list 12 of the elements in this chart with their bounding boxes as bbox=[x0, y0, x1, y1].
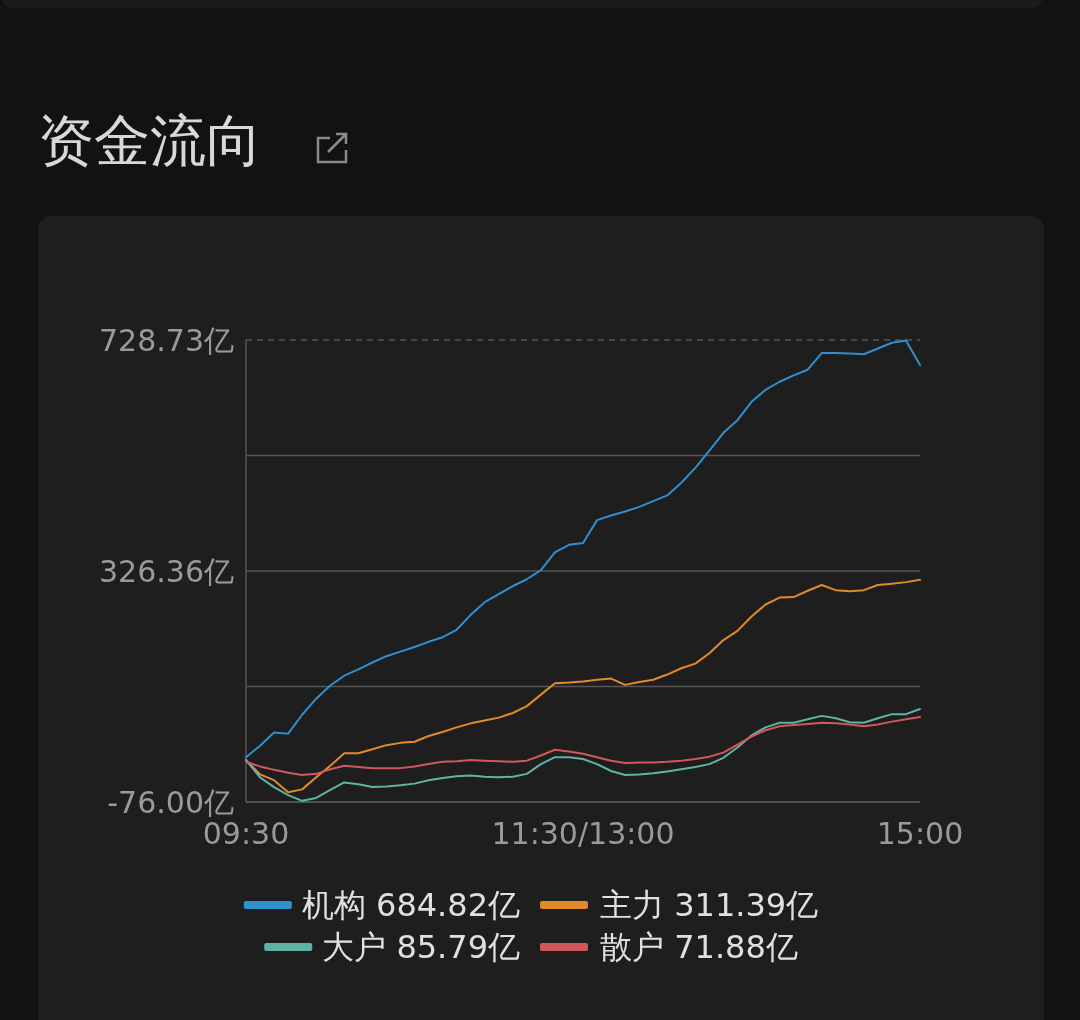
y-tick-label: 326.36亿 bbox=[99, 553, 234, 589]
y-tick-label: 728.73亿 bbox=[99, 322, 234, 358]
x-tick-label: 11:30/13:00 bbox=[491, 816, 675, 851]
line-series bbox=[245, 339, 921, 759]
legend-label: 机构 684.82亿 bbox=[301, 886, 520, 924]
line-series bbox=[245, 716, 921, 777]
chart-title: 资金流向 bbox=[38, 108, 262, 173]
x-tick-label: 15:00 bbox=[876, 816, 964, 851]
legend-label: 大户 85.79亿 bbox=[322, 928, 520, 966]
legend-label: 散户 71.88亿 bbox=[600, 928, 798, 966]
legend-label: 主力 311.39亿 bbox=[600, 886, 819, 924]
line-series bbox=[245, 578, 921, 794]
